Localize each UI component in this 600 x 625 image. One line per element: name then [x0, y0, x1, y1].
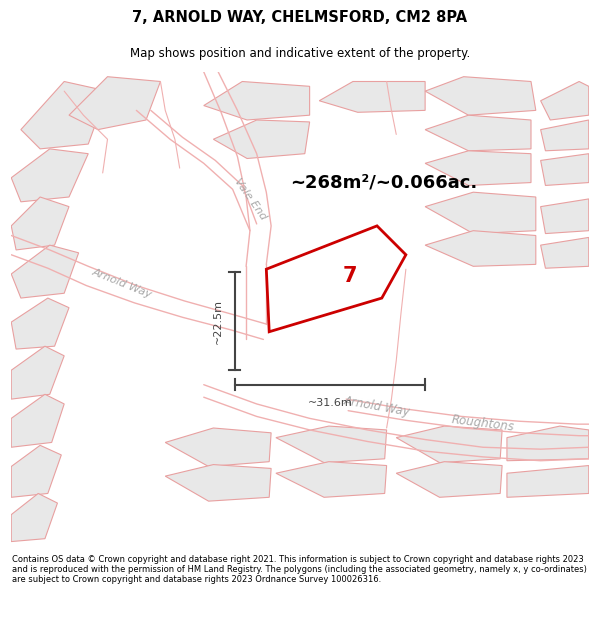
Polygon shape — [425, 115, 531, 151]
Polygon shape — [165, 428, 271, 466]
Polygon shape — [11, 346, 64, 399]
Polygon shape — [541, 120, 589, 151]
Polygon shape — [204, 81, 310, 120]
Polygon shape — [11, 245, 79, 298]
Polygon shape — [319, 81, 425, 112]
Polygon shape — [165, 464, 271, 501]
Polygon shape — [541, 238, 589, 268]
Polygon shape — [11, 394, 64, 448]
Polygon shape — [425, 77, 536, 115]
Text: 7: 7 — [343, 266, 357, 286]
Polygon shape — [276, 462, 386, 498]
Polygon shape — [507, 466, 589, 498]
Polygon shape — [541, 154, 589, 186]
Text: Arnold Way: Arnold Way — [343, 394, 412, 419]
Polygon shape — [425, 151, 531, 186]
Text: Map shows position and indicative extent of the property.: Map shows position and indicative extent… — [130, 48, 470, 61]
Text: Vale End: Vale End — [232, 176, 268, 222]
Polygon shape — [21, 81, 107, 149]
Polygon shape — [396, 462, 502, 498]
Polygon shape — [396, 426, 502, 462]
Polygon shape — [425, 231, 536, 266]
Text: 7, ARNOLD WAY, CHELMSFORD, CM2 8PA: 7, ARNOLD WAY, CHELMSFORD, CM2 8PA — [133, 11, 467, 26]
Polygon shape — [69, 77, 160, 129]
Text: Arnold Way: Arnold Way — [91, 267, 154, 300]
Polygon shape — [425, 192, 536, 234]
Polygon shape — [541, 81, 589, 120]
Text: Contains OS data © Crown copyright and database right 2021. This information is : Contains OS data © Crown copyright and d… — [12, 554, 587, 584]
Polygon shape — [507, 426, 589, 461]
Polygon shape — [11, 298, 69, 349]
Polygon shape — [214, 120, 310, 159]
Polygon shape — [11, 494, 58, 542]
Text: ~22.5m: ~22.5m — [213, 299, 223, 344]
Polygon shape — [541, 199, 589, 234]
Polygon shape — [266, 226, 406, 332]
Polygon shape — [11, 197, 69, 250]
Polygon shape — [11, 149, 88, 202]
Polygon shape — [276, 426, 386, 462]
Polygon shape — [11, 446, 61, 498]
Text: ~31.6m: ~31.6m — [307, 398, 352, 408]
Text: Roughtons: Roughtons — [451, 413, 515, 434]
Text: ~268m²/~0.066ac.: ~268m²/~0.066ac. — [290, 174, 478, 191]
